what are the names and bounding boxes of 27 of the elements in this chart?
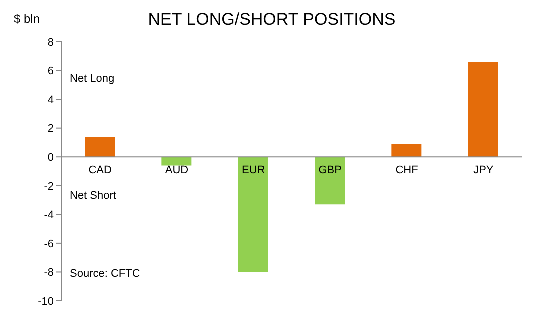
- x-tick-label: GBP: [318, 164, 342, 177]
- x-tick-label: EUR: [242, 164, 266, 177]
- bar: [162, 157, 192, 166]
- x-tick-label: CHF: [396, 164, 419, 177]
- y-tick-label: 2: [48, 123, 54, 136]
- y-tick-label: -10: [38, 296, 54, 308]
- x-tick-label: JPY: [474, 164, 494, 177]
- annotation: Net Short: [70, 190, 116, 202]
- y-tick-label: -2: [44, 180, 54, 193]
- y-tick-label: 6: [48, 66, 54, 78]
- annotation: Net Long: [70, 73, 115, 85]
- bar: [85, 136, 115, 158]
- bar: [315, 157, 345, 205]
- annotation: Source: CFTC: [70, 268, 140, 280]
- y-tick-label: -4: [44, 210, 54, 222]
- y-tick-label: -8: [44, 267, 54, 280]
- y-tick-label: 0: [48, 152, 54, 164]
- x-tick-label: CAD: [88, 164, 112, 177]
- x-tick-label: AUD: [165, 164, 189, 177]
- y-axis-title: $ bln: [14, 12, 40, 26]
- bar: [238, 157, 268, 272]
- y-tick-label: -6: [44, 238, 54, 250]
- y-tick-label: 8: [48, 36, 54, 49]
- bar: [392, 144, 422, 158]
- y-tick-label: 4: [48, 94, 54, 106]
- bar: [468, 62, 498, 158]
- chart-title: NET LONG/SHORT POSITIONS: [148, 10, 396, 29]
